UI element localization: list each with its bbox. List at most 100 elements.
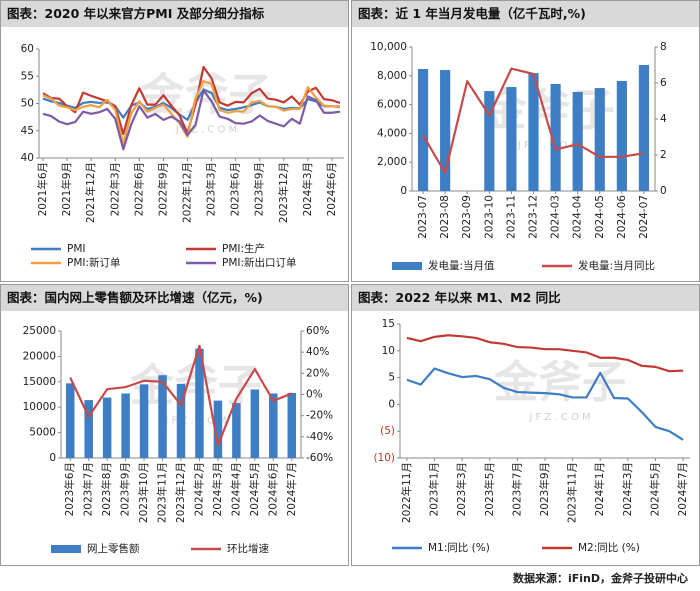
legend-label: PMI:生产 xyxy=(222,242,265,255)
x-tick-label: 2024年7月 xyxy=(676,462,689,516)
y-tick-label: 60 xyxy=(21,43,34,55)
line-series xyxy=(406,367,684,441)
x-tick-label: 2023年8月 xyxy=(100,462,113,516)
chart-title: 图表：近 1 年当月发电量（亿千瓦时,%) xyxy=(352,1,699,27)
x-tick-label: 2023-09 xyxy=(461,195,473,239)
bar xyxy=(213,400,223,458)
bar xyxy=(528,73,539,191)
source-note: 数据来源：iFinD，金斧子投研中心 xyxy=(512,572,688,585)
x-tick-label: 2022年6月 xyxy=(132,162,145,216)
legend-label: 环比增速 xyxy=(227,542,269,555)
y-tick-label: (10) xyxy=(373,452,395,464)
y2-tick-label: 40% xyxy=(306,346,329,358)
y2-tick-label: -40% xyxy=(306,431,333,443)
y-tick-label: 45 xyxy=(21,125,34,137)
y-tick-label: 4,000 xyxy=(377,127,407,139)
x-tick-label: 2024年2月 xyxy=(192,462,205,516)
legend-label: 发电量:当月同比 xyxy=(578,259,655,272)
bar xyxy=(65,383,75,458)
bar xyxy=(232,403,241,458)
legend-label: M1:同比 (%) xyxy=(428,541,490,554)
y-tick-label: 0 xyxy=(388,398,395,410)
y-tick-label: 50 xyxy=(21,98,34,110)
x-tick-label: 2023-07 xyxy=(417,195,429,239)
bar xyxy=(506,87,517,191)
bar xyxy=(616,80,627,191)
x-tick-label: 2023年9月 xyxy=(119,462,132,516)
y-tick-label: 15 xyxy=(382,318,395,330)
x-tick-label: 2024年1月 xyxy=(593,462,606,516)
legend-label: PMI xyxy=(67,243,86,255)
x-tick-label: 2023-12 xyxy=(528,195,540,239)
legend-label: 网上零售额 xyxy=(87,542,140,555)
watermark: 金斧子 xyxy=(482,85,615,136)
x-tick-label: 2023年1月 xyxy=(428,462,441,516)
y-tick-label: 6,000 xyxy=(377,99,407,111)
x-tick-label: 2023年7月 xyxy=(82,462,95,516)
x-tick-label: 2023年9月 xyxy=(253,162,266,216)
x-tick-label: 2023-11 xyxy=(505,195,517,239)
y-tick-label: 5 xyxy=(388,372,395,384)
bar xyxy=(572,91,583,191)
x-tick-label: 2024-07 xyxy=(638,195,650,239)
x-tick-label: 2023年3月 xyxy=(205,162,218,216)
line-series xyxy=(69,344,293,447)
x-tick-label: 2023年3月 xyxy=(455,462,468,516)
y-tick-label: 15000 xyxy=(23,376,56,388)
x-tick-label: 2021年12月 xyxy=(84,162,97,223)
legend-swatch xyxy=(51,545,81,553)
y-tick-label: 55 xyxy=(21,70,34,82)
bar xyxy=(417,69,429,191)
panel: 金斧子 J F Z . C O M 0 2,000 4,000 6,000 8,000 10,… xyxy=(351,0,700,282)
legend-label: PMI:新订单 xyxy=(67,256,121,269)
x-tick-label: 2023年6月 xyxy=(229,162,242,216)
y-tick-label: (5) xyxy=(380,425,395,437)
y2-tick-label: 6 xyxy=(660,77,667,89)
legend-label: PMI:新出口订单 xyxy=(222,256,297,269)
x-tick-label: 2023年12月 xyxy=(174,462,187,523)
x-tick-label: 2022年11月 xyxy=(400,462,413,523)
bar xyxy=(484,91,495,191)
y-tick-label: 8,000 xyxy=(377,70,407,82)
x-tick-label: 2023年11月 xyxy=(156,462,169,523)
x-tick-label: 2024-06 xyxy=(616,195,628,239)
chart-title: 图表：2022 年以来 M1、M2 同比 xyxy=(352,285,699,311)
x-tick-label: 2023年6月 xyxy=(63,462,76,516)
y2-tick-label: 4 xyxy=(660,113,667,125)
y2-tick-label: 0% xyxy=(306,389,323,401)
y-tick-label: 10 xyxy=(382,345,395,357)
x-tick-label: 2024年4月 xyxy=(229,462,242,516)
x-tick-label: 2024年5月 xyxy=(248,462,261,516)
y-tick-label: 25000 xyxy=(23,325,56,337)
watermark-sub: J F Z . C O M xyxy=(175,125,237,136)
x-tick-label: 2021年6月 xyxy=(36,162,49,216)
x-tick-label: 2022年3月 xyxy=(108,162,121,216)
x-tick-label: 2024年3月 xyxy=(621,462,634,516)
y-tick-label: 10,000 xyxy=(370,41,407,53)
x-tick-label: 2023年11月 xyxy=(566,462,579,523)
x-tick-label: 2024年3月 xyxy=(211,462,224,516)
x-tick-label: 2024-05 xyxy=(594,195,606,239)
watermark-sub: J F Z . C O M xyxy=(517,140,579,151)
y-tick-label: 20000 xyxy=(23,350,56,362)
bar xyxy=(269,393,278,458)
x-tick-label: 2023-10 xyxy=(483,195,495,239)
x-tick-label: 2024-04 xyxy=(572,195,584,239)
y2-tick-label: 2 xyxy=(660,149,667,161)
chart: 金斧子 J F Z . C O M (10) (5) 0 5 10 15 2022年11月 202… xyxy=(373,318,690,554)
y-tick-label: 10000 xyxy=(23,401,56,413)
y2-tick-label: 60% xyxy=(306,325,329,337)
bar xyxy=(440,70,451,191)
bar xyxy=(195,348,204,458)
x-tick-label: 2023-08 xyxy=(439,195,451,239)
x-tick-label: 2024年3月 xyxy=(301,162,314,216)
legend-label: 发电量:当月值 xyxy=(428,259,495,272)
bar xyxy=(84,400,93,458)
legend-label: M2:同比 (%) xyxy=(578,541,640,554)
y2-tick-label: 0 xyxy=(660,185,667,197)
bar xyxy=(287,392,297,458)
x-tick-label: 2024-03 xyxy=(550,195,562,239)
